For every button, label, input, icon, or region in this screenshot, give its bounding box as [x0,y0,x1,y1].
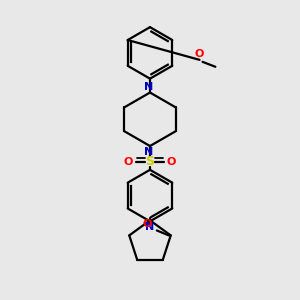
Text: O: O [195,49,204,59]
Text: O: O [167,157,176,167]
Text: N: N [144,147,154,157]
Text: N: N [146,222,154,232]
Text: O: O [142,220,152,230]
Text: O: O [124,157,133,167]
Text: S: S [146,155,154,168]
Text: N: N [144,82,154,92]
